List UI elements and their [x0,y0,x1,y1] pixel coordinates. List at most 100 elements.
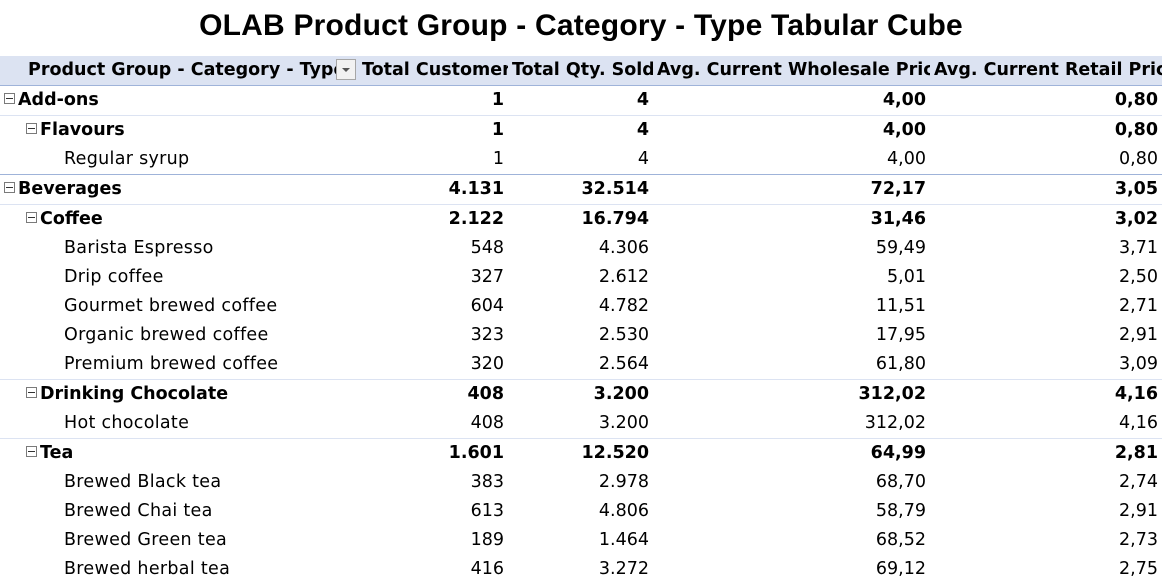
row-label-cell: Brewed Black tea [0,468,358,497]
avg-wholesale-cell: 61,80 [653,350,930,380]
row-label-text: Brewed herbal tea [64,559,230,579]
avg-wholesale-cell: 5,01 [653,263,930,292]
row-label-cell: Gourmet brewed coffee [0,292,358,321]
total-qty-cell: 4.806 [508,497,653,526]
total-customer-cell: 408 [358,409,508,439]
total-customer-cell: 613 [358,497,508,526]
row-label-text: Barista Espresso [64,238,214,258]
row-label-cell: Drip coffee [0,263,358,292]
avg-wholesale-cell: 58,79 [653,497,930,526]
total-qty-cell: 3.272 [508,555,653,584]
total-qty-header[interactable]: Total Qty. Sold [508,56,653,86]
total-customer-cell: 327 [358,263,508,292]
avg-retail-cell: 2,73 [930,526,1162,555]
total-customer-cell: 4.131 [358,175,508,205]
avg-wholesale-cell: 11,51 [653,292,930,321]
avg-wholesale-cell: 312,02 [653,409,930,439]
collapse-minus-icon[interactable] [4,182,15,193]
avg-retail-cell: 0,80 [930,116,1162,146]
row-label-text: Hot chocolate [64,413,189,433]
avg-wholesale-cell: 4,00 [653,145,930,175]
avg-retail-cell: 3,71 [930,234,1162,263]
total-customer-cell: 189 [358,526,508,555]
collapse-minus-icon[interactable] [26,212,37,223]
total-customer-cell: 1 [358,86,508,116]
total-qty-cell: 4 [508,145,653,175]
avg-wholesale-cell: 72,17 [653,175,930,205]
total-qty-cell: 2.530 [508,321,653,350]
collapse-minus-icon[interactable] [4,93,15,104]
row-label-text: Tea [40,443,73,463]
total-customer-cell: 408 [358,380,508,410]
row-label-cell[interactable]: Drinking Chocolate [0,380,358,410]
row-label-cell[interactable]: Flavours [0,116,358,146]
avg-retail-cell: 0,80 [930,86,1162,116]
avg-retail-cell: 2,71 [930,292,1162,321]
total-qty-cell: 3.200 [508,409,653,439]
avg-retail-cell: 2,50 [930,263,1162,292]
avg-retail-cell: 2,75 [930,555,1162,584]
total-customer-cell: 1 [358,116,508,146]
row-label-cell: Organic brewed coffee [0,321,358,350]
total-customer-cell: 323 [358,321,508,350]
total-qty-cell: 32.514 [508,175,653,205]
pivot-table: Product Group - Category - Type Total Cu… [0,56,1162,584]
total-qty-cell: 4 [508,86,653,116]
total-customer-cell: 604 [358,292,508,321]
row-label-cell[interactable]: Beverages [0,175,358,205]
avg-wholesale-cell: 4,00 [653,86,930,116]
row-label-text: Brewed Green tea [64,530,227,550]
avg-retail-cell: 2,91 [930,321,1162,350]
row-label-text: Beverages [18,179,122,199]
row-label-header-text: Product Group - Category - Type [28,60,345,80]
avg-wholesale-header[interactable]: Avg. Current Wholesale Price [653,56,930,86]
row-label-text: Gourmet brewed coffee [64,296,277,316]
report-title: OLAB Product Group - Category - Type Tab… [0,6,1162,46]
row-label-cell[interactable]: Add-ons [0,86,358,116]
collapse-minus-icon[interactable] [26,387,37,398]
avg-wholesale-cell: 4,00 [653,116,930,146]
collapse-minus-icon[interactable] [26,123,37,134]
avg-retail-cell: 2,81 [930,439,1162,469]
avg-retail-header[interactable]: Avg. Current Retail Price [930,56,1162,86]
avg-wholesale-cell: 59,49 [653,234,930,263]
avg-retail-cell: 0,80 [930,145,1162,175]
collapse-minus-icon[interactable] [26,446,37,457]
total-customer-cell: 1.601 [358,439,508,469]
row-label-cell[interactable]: Tea [0,439,358,469]
avg-retail-cell: 4,16 [930,380,1162,410]
row-label-cell: Barista Espresso [0,234,358,263]
total-qty-cell: 2.978 [508,468,653,497]
avg-retail-cell: 3,02 [930,205,1162,235]
total-qty-cell: 3.200 [508,380,653,410]
avg-retail-cell: 2,91 [930,497,1162,526]
total-qty-cell: 12.520 [508,439,653,469]
filter-dropdown-button[interactable] [336,59,356,80]
row-label-cell[interactable]: Coffee [0,205,358,235]
avg-retail-cell: 3,05 [930,175,1162,205]
avg-wholesale-cell: 64,99 [653,439,930,469]
row-label-text: Regular syrup [64,149,189,169]
avg-retail-cell: 2,74 [930,468,1162,497]
row-label-header[interactable]: Product Group - Category - Type [0,56,358,86]
total-customer-cell: 548 [358,234,508,263]
total-qty-cell: 16.794 [508,205,653,235]
total-customer-cell: 1 [358,145,508,175]
total-customer-cell: 416 [358,555,508,584]
row-label-text: Drinking Chocolate [40,384,228,404]
total-customer-header[interactable]: Total Customer [358,56,508,86]
total-qty-cell: 2.612 [508,263,653,292]
avg-wholesale-cell: 68,52 [653,526,930,555]
